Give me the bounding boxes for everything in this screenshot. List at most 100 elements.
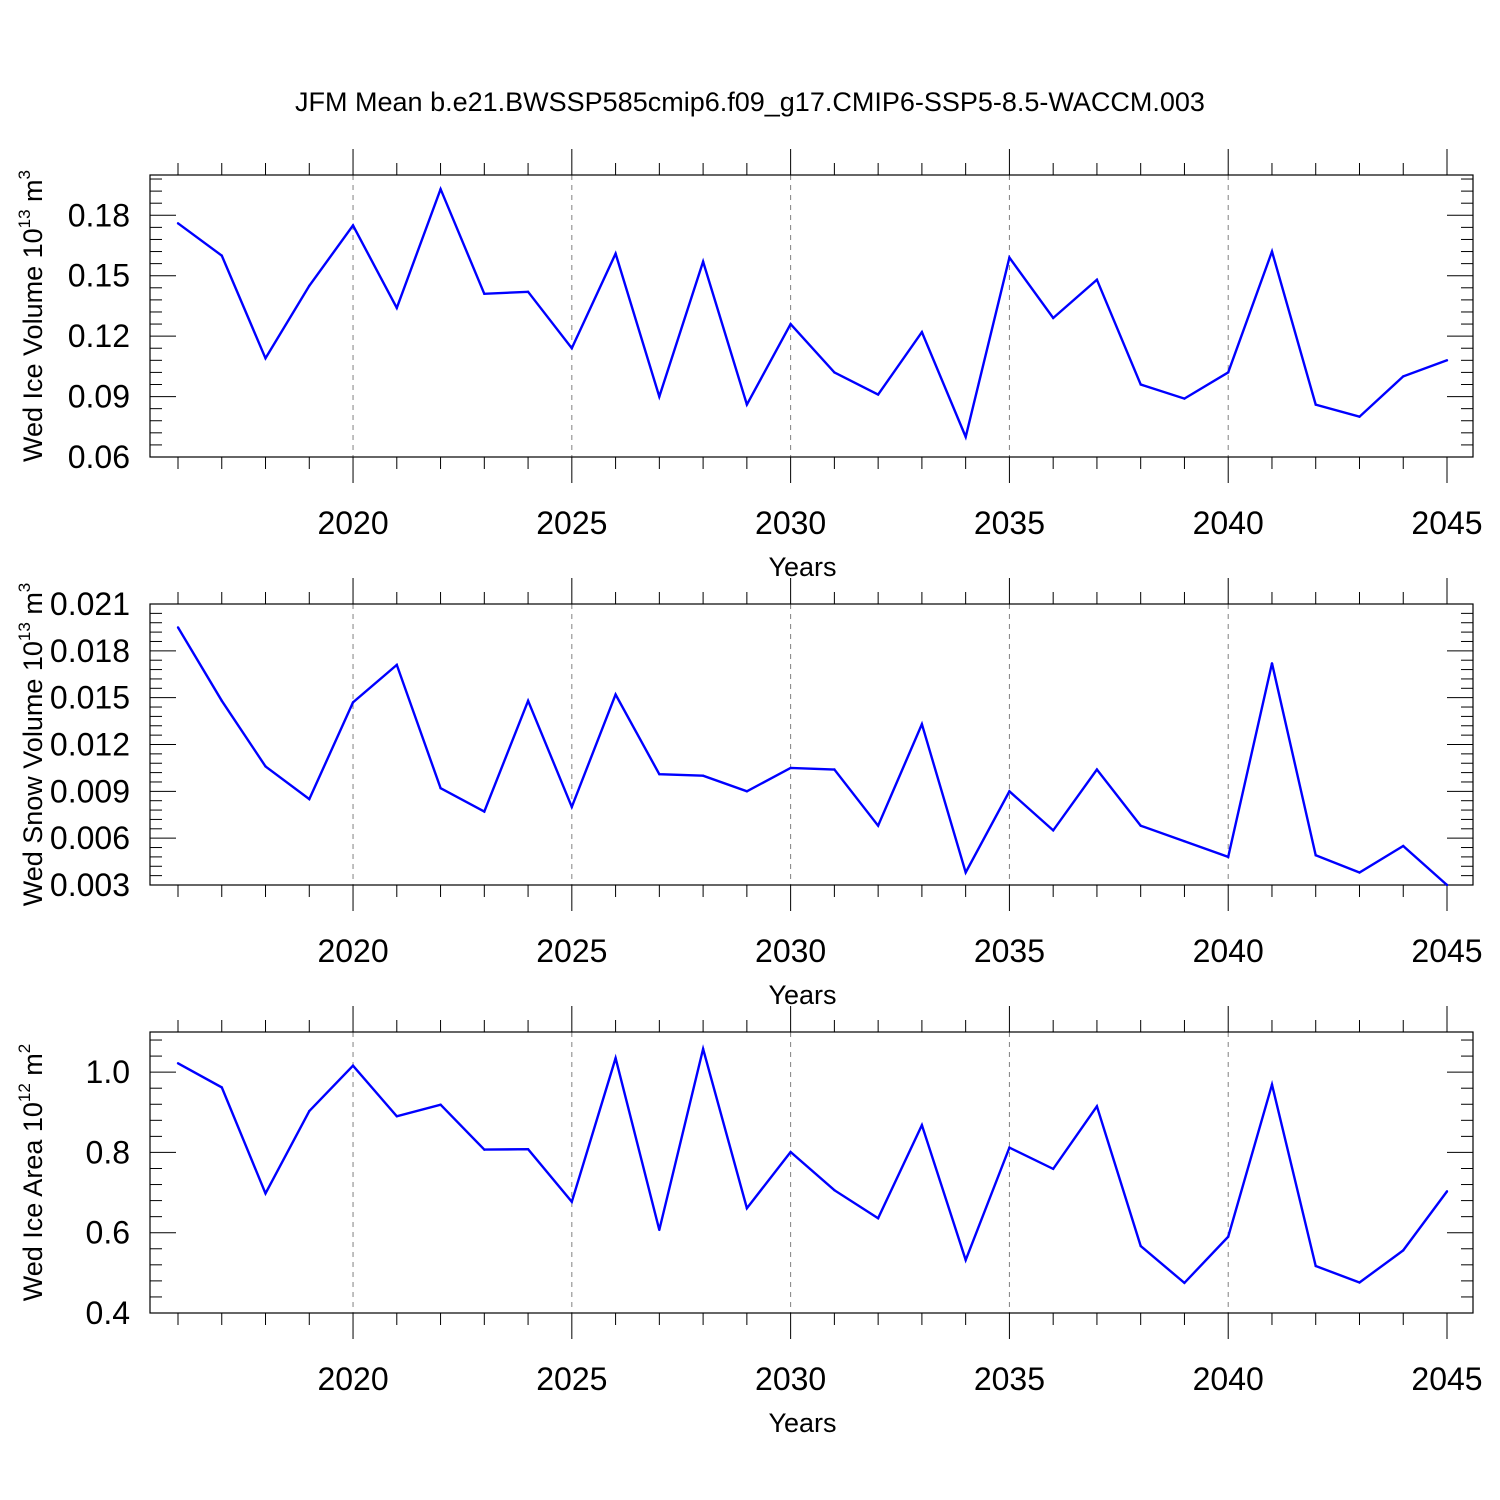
data-point-2024 — [526, 1148, 530, 1151]
plot-frame — [149, 1031, 1474, 1314]
data-point-2042 — [1314, 854, 1317, 857]
data-point-2023 — [483, 292, 486, 296]
y-tick-label-0.06: 0.06 — [68, 439, 130, 475]
figure-title: JFM Mean b.e21.BWSSP585cmip6.f09_g17.CMI… — [295, 87, 1205, 117]
data-point-2037 — [1095, 1105, 1099, 1108]
data-point-2039 — [1183, 840, 1186, 843]
y-tick-label-0.09: 0.09 — [68, 379, 130, 415]
panel-ice-area: 2020 2025 2030 2035 2040 2045 0.4 0.6 0.8 1.0 Year… — [15, 1006, 1483, 1438]
data-point-2033 — [920, 330, 924, 334]
data-point-2033 — [920, 1123, 924, 1127]
data-point-2043 — [1358, 415, 1361, 418]
data-point-2016 — [176, 222, 180, 225]
data-point-2024 — [526, 699, 530, 702]
y-tick-label-0.4: 0.4 — [86, 1295, 130, 1331]
y-tick-label-0.006: 0.006 — [50, 820, 130, 856]
data-point-2025 — [570, 805, 574, 809]
data-point-2043 — [1358, 1281, 1361, 1284]
data-point-2036 — [1051, 829, 1055, 832]
data-point-2031 — [833, 371, 836, 374]
data-point-2025 — [570, 1200, 574, 1204]
data-point-2043 — [1358, 871, 1361, 874]
data-point-2020 — [351, 224, 355, 227]
x-tick-label-2030: 2030 — [755, 1361, 826, 1397]
data-point-2030 — [789, 766, 792, 770]
x-tick-label-2045: 2045 — [1411, 505, 1482, 541]
x-tick-label-2030: 2030 — [755, 505, 826, 541]
data-point-2035 — [1008, 790, 1011, 793]
data-point-2044 — [1402, 844, 1405, 848]
data-point-2016 — [176, 626, 180, 629]
data-point-2018 — [264, 1192, 267, 1195]
panel-snow-volume: 2020 2025 2030 2035 2040 2045 0.003 0.006 0.009 0… — [15, 578, 1483, 1010]
x-tick-label-2045: 2045 — [1411, 1361, 1482, 1397]
data-point-2030 — [789, 322, 792, 326]
plot-frame — [149, 603, 1474, 886]
data-point-2020 — [351, 1064, 355, 1067]
data-point-2045 — [1445, 359, 1449, 362]
plot-frame — [149, 174, 1474, 458]
data-point-2017 — [220, 254, 223, 257]
x-axis-label: Years — [768, 552, 836, 582]
y-tick-label-0.003: 0.003 — [50, 867, 130, 903]
data-point-2018 — [264, 357, 267, 360]
x-tick-label-2045: 2045 — [1411, 933, 1482, 969]
y-tick-label-0.8: 0.8 — [86, 1134, 130, 1170]
data-point-2020 — [351, 701, 355, 704]
data-point-2021 — [395, 663, 398, 667]
data-point-2031 — [833, 768, 836, 771]
data-point-2034 — [964, 1258, 967, 1262]
data-point-2034 — [964, 871, 967, 874]
data-point-2038 — [1139, 383, 1142, 386]
y-tick-label-0.009: 0.009 — [50, 773, 130, 809]
x-axis-label: Years — [768, 1408, 836, 1438]
data-point-2037 — [1095, 278, 1099, 281]
data-point-2044 — [1402, 1249, 1405, 1252]
data-point-2042 — [1314, 403, 1317, 406]
data-point-2029 — [745, 1207, 749, 1210]
y-tick-label-0.015: 0.015 — [50, 680, 130, 716]
y-tick-label-1.0: 1.0 — [86, 1054, 130, 1090]
data-point-2022 — [439, 787, 442, 790]
data-point-2017 — [220, 699, 223, 702]
data-point-2031 — [833, 1188, 836, 1192]
data-point-2039 — [1183, 1281, 1186, 1285]
data-point-2026 — [614, 1056, 617, 1060]
data-point-2041 — [1270, 662, 1274, 665]
data-point-2032 — [876, 824, 880, 827]
data-point-2037 — [1095, 768, 1099, 771]
x-tick-label-2020: 2020 — [317, 1361, 388, 1397]
x-tick-label-2025: 2025 — [536, 933, 607, 969]
data-point-2041 — [1270, 250, 1274, 253]
data-point-2039 — [1183, 397, 1186, 400]
data-point-2021 — [395, 306, 398, 310]
data-point-2026 — [614, 252, 617, 255]
data-point-2040 — [1227, 1235, 1230, 1238]
data-point-2035 — [1008, 256, 1011, 259]
data-point-2027 — [658, 772, 661, 776]
y-tick-label-0.018: 0.018 — [50, 633, 130, 669]
data-point-2036 — [1051, 1167, 1055, 1171]
data-point-2038 — [1139, 824, 1142, 827]
data-point-2019 — [308, 797, 311, 801]
y-axis-label: Wed Ice Volume 1013 m3 — [15, 170, 48, 462]
series-line — [177, 1044, 1448, 1285]
x-tick-label-2040: 2040 — [1193, 1361, 1264, 1397]
data-point-2032 — [876, 1217, 880, 1220]
data-point-2041 — [1270, 1083, 1274, 1086]
data-point-2042 — [1314, 1264, 1317, 1268]
data-point-2022 — [439, 187, 442, 191]
data-point-2019 — [308, 1109, 311, 1113]
x-tick-label-2025: 2025 — [536, 505, 607, 541]
x-tick-label-2035: 2035 — [974, 505, 1045, 541]
data-point-2040 — [1227, 371, 1230, 374]
data-point-2018 — [264, 765, 267, 768]
panel-ice-volume: 2020 2025 2030 2035 2040 2045 0.06 0.09 0.12 0.15… — [15, 149, 1483, 582]
data-point-2028 — [701, 774, 705, 777]
data-point-2045 — [1445, 1190, 1449, 1193]
data-point-2019 — [308, 284, 311, 287]
series-line — [176, 626, 1448, 886]
x-tick-label-2020: 2020 — [317, 505, 388, 541]
series-line — [177, 185, 1448, 441]
